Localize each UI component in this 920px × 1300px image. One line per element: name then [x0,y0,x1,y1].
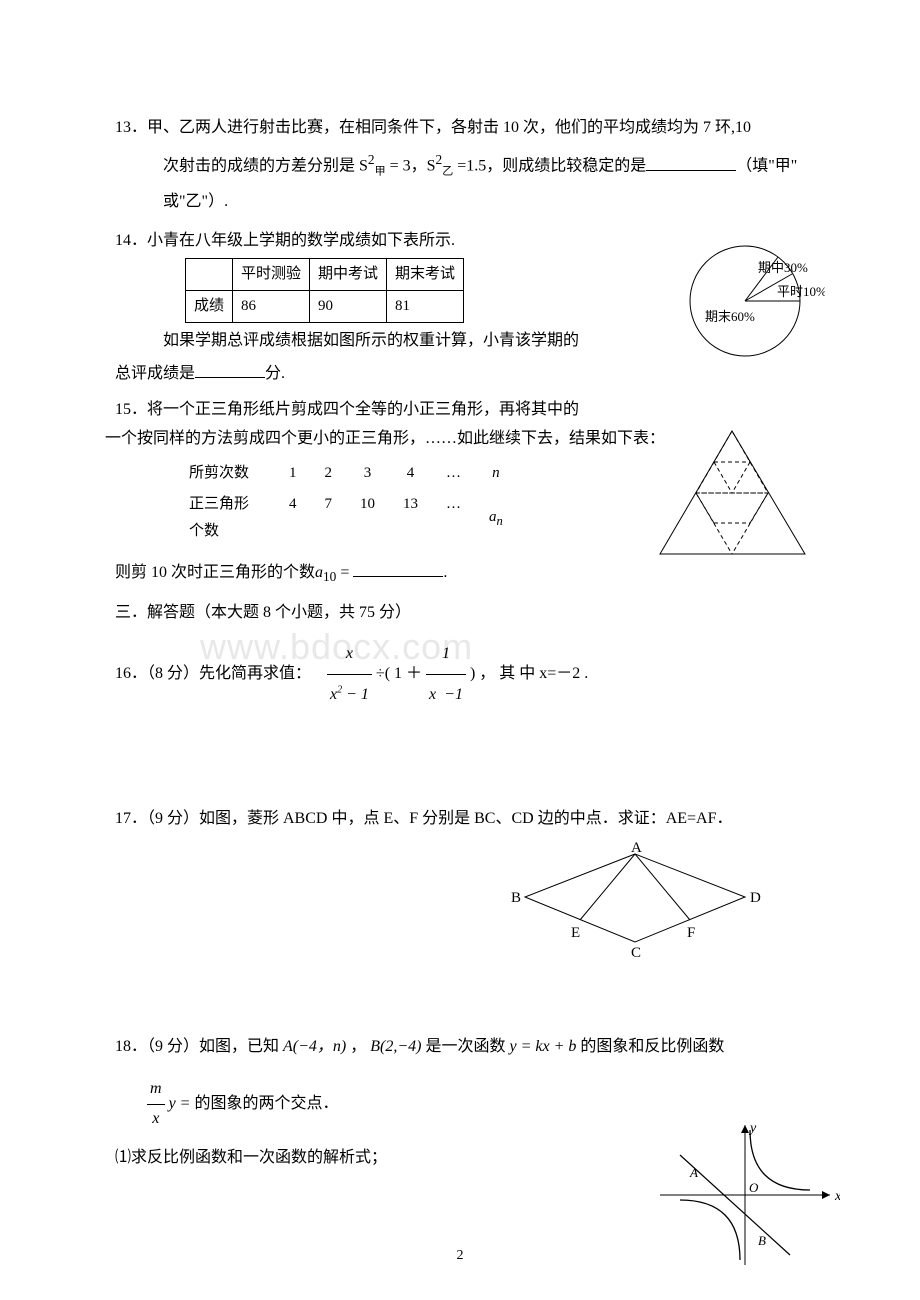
q16-tail: ) ， 其 中 x=－2 . [470,665,588,682]
lbl-A: A [631,842,642,856]
q16-frac2: 1x −1 [426,634,466,715]
cell: 2 [311,458,347,489]
q15-line3: 则剪 10 次时正三角形的个数a10 = . [115,559,805,589]
q13-eq2: =1.5，则成绩比较稳定的是 [453,158,646,175]
q17-text: 17．（9 分）如图，菱形 ABCD 中，点 E、F 分别是 BC、CD 边的中… [115,805,805,834]
cell: 平时测验 [233,258,310,290]
q18-prefix: 18．（9 分）如图，已知 [115,1038,283,1055]
lbl-E: E [571,925,580,941]
q15-l3b: . [443,564,447,581]
lbl-gB: B [758,1233,766,1248]
pie-chart: 期中30% 平时10% 期末60% [685,239,825,364]
lbl-gA: A [689,1165,698,1180]
pie-label-final: 期末60% [705,309,755,324]
q13-line3: 或"乙"）. [115,184,805,219]
cell: 正三角形个数 [175,489,275,547]
q18-B: B(2,−4) [370,1038,421,1055]
question-16: 16．（8 分）先化简再求值： xx2 − 1 ÷( 1 ＋ 1x −1 ) ，… [115,634,805,715]
line-AF [635,854,690,920]
cell: 3 [346,458,389,489]
q15-blank [353,559,443,577]
lbl-y: y [748,1121,757,1136]
cell: 4 [389,458,432,489]
cell: … [432,489,475,547]
cell: 7 [311,489,347,547]
page-number: 2 [457,1243,464,1268]
x-arrow [822,1191,830,1199]
cell: n [475,458,517,489]
pie-label-mid: 期中30% [758,260,808,275]
lbl-C: C [631,945,641,961]
cell: 81 [387,290,464,322]
table-row: 正三角形个数 4 7 10 13 … an [175,489,517,547]
q18-l2a: 的图象的两个交点． [194,1095,338,1112]
q18-frac: mx [147,1075,165,1134]
cell [186,258,233,290]
cell: 所剪次数 [175,458,275,489]
table-row: 平时测验 期中考试 期末考试 [186,258,464,290]
lbl-B: B [511,890,521,906]
question-14: 14．小青在八年级上学期的数学成绩如下表所示. 平时测验 期中考试 期末考试 成… [115,227,805,388]
q13-blank [646,153,736,171]
section-3-heading: 三．解答题（本大题 8 个小题，共 75 分） [115,599,805,628]
y-arrow [741,1125,749,1133]
q16-frac1: xx2 − 1 [327,634,372,715]
rhombus-figure: A B C D E F [505,842,765,962]
dash-line [714,462,732,493]
q18-graph-figure: x y O A B [650,1120,840,1270]
cell: 10 [346,489,389,547]
q18-mid1: ， [346,1038,370,1055]
cell: 90 [310,290,387,322]
q15-line1: 15．将一个正三角形纸片剪成四个全等的小正三角形，再将其中的 [115,396,805,425]
table-row: 成绩 86 90 81 [186,290,464,322]
cell: an [475,489,517,547]
q13-line2: 次射击的成绩的方差分别是 S2甲 = 3，S2乙 =1.5，则成绩比较稳定的是（… [115,145,805,184]
question-15: 15．将一个正三角形纸片剪成四个全等的小正三角形，再将其中的 一个按同样的方法剪… [115,396,805,589]
q15-l3a: 则剪 10 次时正三角形的个数 [115,564,315,581]
q18-mid2: 是一次函数 [422,1038,510,1055]
lbl-D: D [750,890,761,906]
lbl-x: x [834,1189,840,1204]
q18-A: A(−4，n) [283,1038,346,1055]
q13-line1: 13．甲、乙两人进行射击比赛，在相同条件下，各射击 10 次，他们的平均成绩均为… [115,110,805,145]
triangle-figure [650,426,815,561]
cell: 期中考试 [310,258,387,290]
pie-label-usual: 平时10% [777,284,825,299]
lbl-O: O [749,1180,759,1195]
hyperbola2 [680,1200,740,1260]
question-13: 13．甲、乙两人进行射击比赛，在相同条件下，各射击 10 次，他们的平均成绩均为… [115,110,805,219]
q13-sub1: 甲 [375,166,386,178]
cell: 期末考试 [387,258,464,290]
line-AE [580,854,635,920]
q18-yk: y = kx + b [510,1038,577,1055]
question-17: 17．（9 分）如图，菱形 ABCD 中，点 E、F 分别是 BC、CD 边的中… [115,805,805,973]
q16-mid: ÷( 1 ＋ [376,665,426,682]
q14-l3a: 总评成绩是 [115,365,195,382]
q14-score-table: 平时测验 期中考试 期末考试 成绩 86 90 81 [185,258,464,323]
hyperbola1 [750,1130,810,1190]
q15-table: 所剪次数 1 2 3 4 … n 正三角形个数 4 7 10 13 … an [175,458,517,547]
cell: 4 [275,489,311,547]
q13-tail: （填"甲" [736,158,797,175]
dash-line [732,462,750,493]
q13-eq1: = 3，S [386,158,436,175]
table-row: 所剪次数 1 2 3 4 … n [175,458,517,489]
q14-l3b: 分. [265,365,285,382]
cell: 13 [389,489,432,547]
rhombus [525,854,745,942]
q13-sup1: 2 [368,152,375,167]
q18-line1: 18．（9 分）如图，已知 A(−4，n) ， B(2,−4) 是一次函数 y … [115,1033,805,1062]
q13-sup2: 2 [436,152,443,167]
q16-prefix: 16．（8 分）先化简再求值： [115,665,311,682]
cell: 成绩 [186,290,233,322]
q18-tail1: 的图象和反比例函数 [576,1038,724,1055]
lbl-F: F [687,925,695,941]
q13-l2a: 次射击的成绩的方差分别是 S [163,158,368,175]
cell: … [432,458,475,489]
q14-blank [195,360,265,378]
cell: 86 [233,290,310,322]
q13-sub2: 乙 [442,166,453,178]
cell: 1 [275,458,311,489]
